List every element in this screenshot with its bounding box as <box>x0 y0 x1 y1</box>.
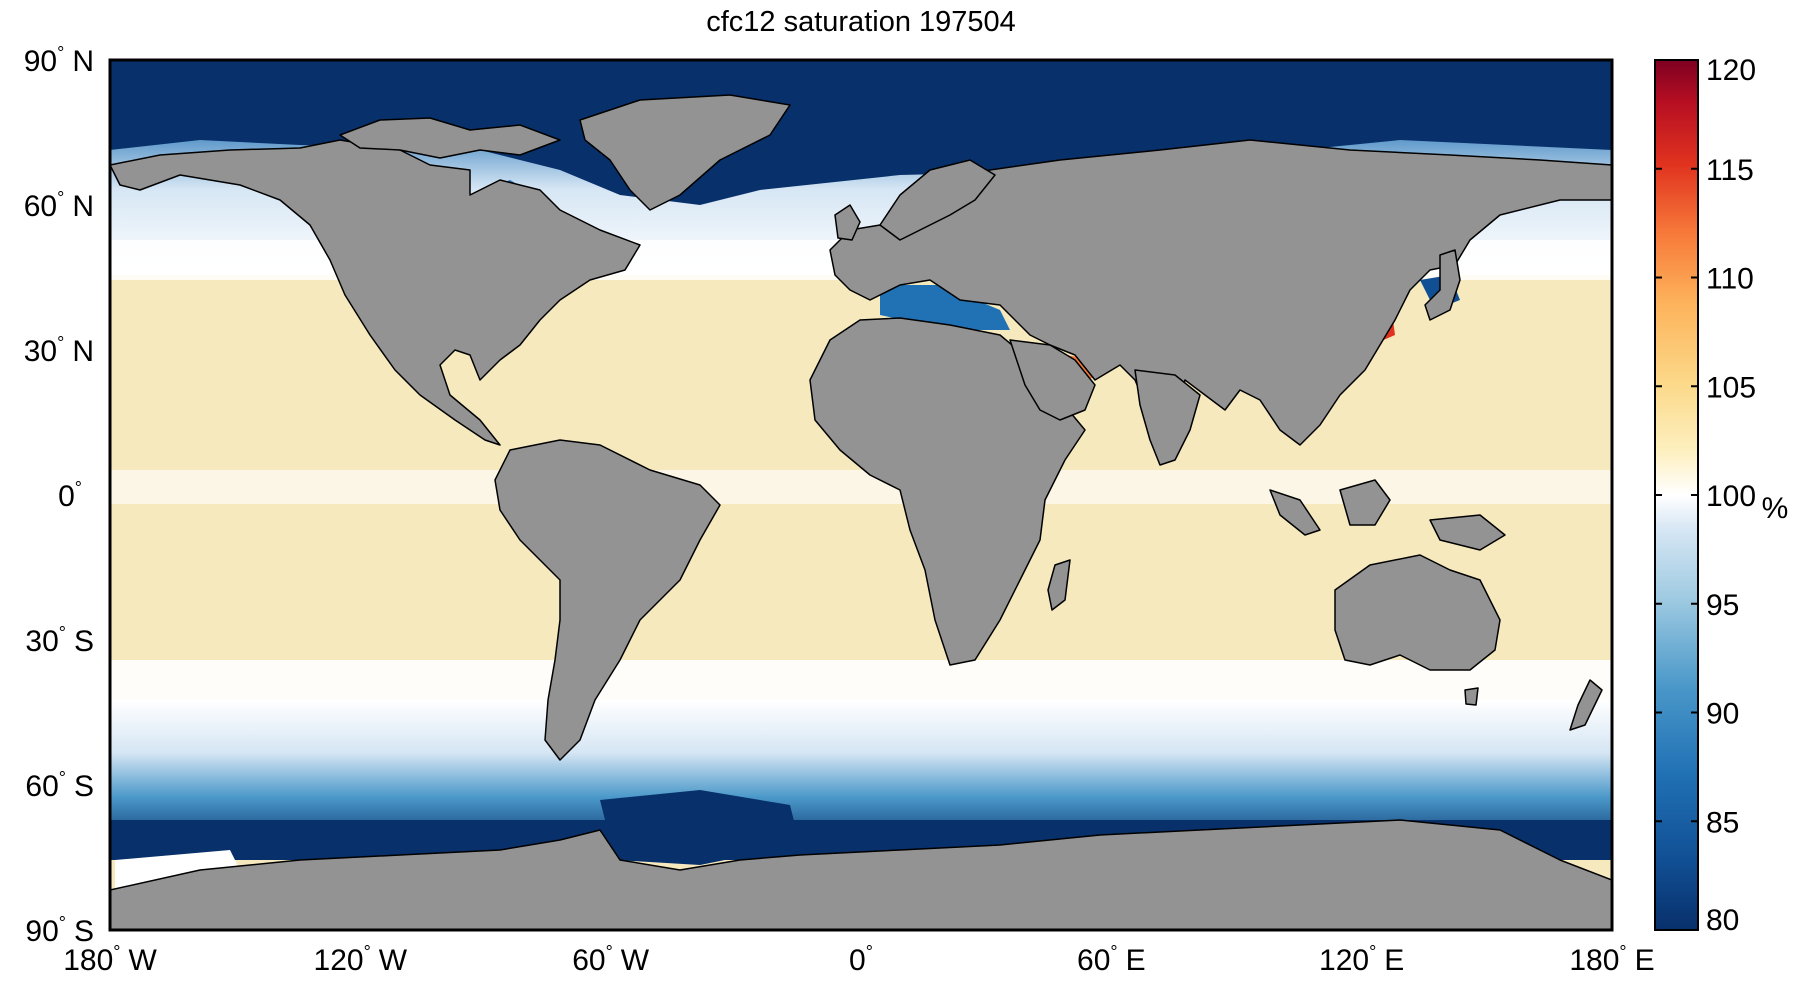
colorbar-gradient <box>1655 60 1698 930</box>
colorbar-unit-label: % <box>1762 492 1789 525</box>
land-sumatra <box>1269 489 1321 536</box>
lat-tick-30S: 30° S <box>25 623 94 658</box>
land-arctic-islands <box>339 117 561 159</box>
colorbar: 80 85 90 95 100 105 110 115 120 % <box>1654 54 1789 937</box>
lon-tick-60W: 60° W <box>572 942 650 977</box>
land-eurasia <box>829 139 1612 446</box>
lon-tick-180W: 180° W <box>63 942 157 977</box>
colorbar-tick-95: 95 <box>1706 589 1739 622</box>
land-south-america <box>494 439 721 761</box>
lat-tick-90S: 90° S <box>25 913 94 948</box>
lat-tick-60S: 60° S <box>25 768 94 803</box>
land-arabia <box>1009 339 1096 421</box>
land-greenland <box>579 94 791 211</box>
colorbar-tick-110: 110 <box>1706 263 1754 296</box>
colorbar-tick-90: 90 <box>1706 698 1739 731</box>
land-madagascar <box>1047 559 1071 611</box>
lat-tick-60N: 60° N <box>24 188 94 223</box>
land-new-zealand <box>1569 679 1603 731</box>
colorbar-tick-100: 100 <box>1706 480 1756 513</box>
land-tasmania <box>1464 687 1479 706</box>
lon-tick-120E: 120° E <box>1319 942 1404 977</box>
land-japan <box>1424 249 1461 321</box>
land-british-isles <box>834 204 861 241</box>
colorbar-tick-85: 85 <box>1706 806 1739 839</box>
latitude-tick-labels: 90° N 60° N 30° N 0° 30° S 60° S 90° S <box>24 43 94 948</box>
colorbar-tick-120: 120 <box>1706 54 1756 87</box>
longitude-tick-labels: 180° W 120° W 60° W 0° 60° E 120° E 180° E <box>63 942 1654 977</box>
lat-tick-30N: 30° N <box>24 333 94 368</box>
lon-tick-120W: 120° W <box>314 942 408 977</box>
colorbar-tick-105: 105 <box>1706 371 1756 404</box>
map-area <box>110 60 1612 930</box>
lon-tick-0pm: 0° <box>849 942 873 977</box>
colorbar-tick-115: 115 <box>1706 154 1754 187</box>
land-new-guinea <box>1429 514 1506 551</box>
land-north-america <box>110 139 641 446</box>
land-borneo <box>1339 479 1391 526</box>
lat-tick-0eq: 0° <box>58 478 82 513</box>
lon-tick-60E: 60° E <box>1077 942 1146 977</box>
land-masses <box>110 94 1612 930</box>
colorbar-tick-labels: 80 85 90 95 100 105 110 115 120 <box>1655 54 1756 937</box>
weddell-sea-patch <box>600 790 800 865</box>
map-frame <box>108 58 1614 932</box>
land-australia <box>1334 554 1501 671</box>
colorbar-tick-80: 80 <box>1706 904 1739 937</box>
arctic-dark-patch <box>110 60 1612 205</box>
lon-tick-180E: 180° E <box>1569 942 1654 977</box>
land-scandinavia <box>879 159 996 241</box>
land-antarctica <box>110 819 1612 930</box>
land-africa <box>809 317 1086 666</box>
lat-tick-90N: 90° N <box>24 43 94 78</box>
mediterranean-patch <box>880 285 1010 330</box>
land-india <box>1134 369 1201 466</box>
map-title: cfc12 saturation 197504 <box>706 6 1016 38</box>
